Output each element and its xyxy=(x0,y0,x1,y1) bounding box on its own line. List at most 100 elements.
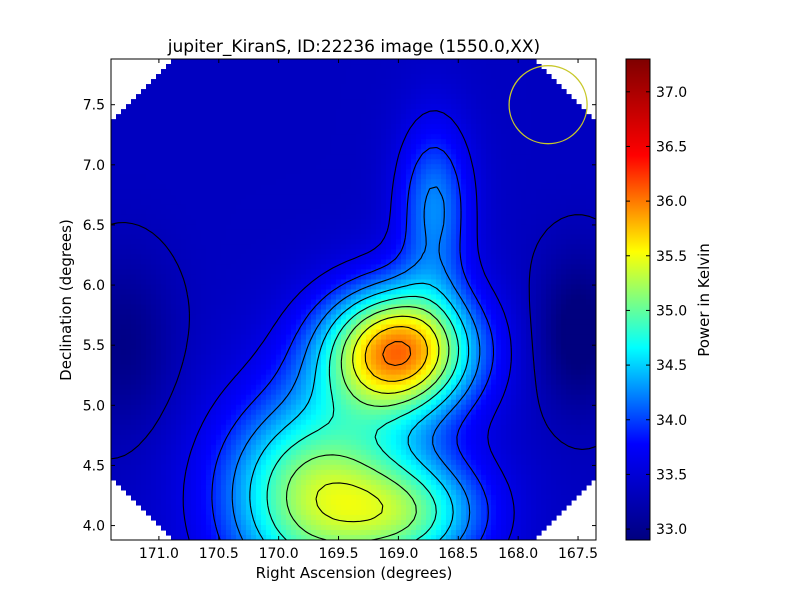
heatmap-cell xyxy=(311,234,317,240)
heatmap-cell xyxy=(171,214,177,220)
heatmap-cell xyxy=(291,199,297,205)
heatmap-cell xyxy=(351,314,357,321)
heatmap-cell xyxy=(196,239,202,245)
heatmap-cell xyxy=(201,304,207,311)
heatmap-cell xyxy=(566,254,572,261)
heatmap-cell xyxy=(481,304,487,311)
heatmap-cell xyxy=(561,184,567,190)
heatmap-cell xyxy=(366,289,372,296)
heatmap-cell xyxy=(286,229,292,235)
heatmap-cell xyxy=(451,89,457,95)
heatmap-cell xyxy=(276,244,282,250)
heatmap-cell xyxy=(361,79,367,85)
heatmap-cell xyxy=(226,174,232,180)
heatmap-cell xyxy=(286,309,292,316)
heatmap-cell xyxy=(271,59,277,65)
heatmap-cell xyxy=(231,319,237,326)
heatmap-cell xyxy=(216,229,222,235)
heatmap-cell xyxy=(141,214,147,220)
heatmap-cell xyxy=(526,299,532,306)
heatmap-cell xyxy=(286,84,292,90)
heatmap-cell xyxy=(261,179,267,185)
heatmap-cell xyxy=(551,279,557,286)
heatmap-cell xyxy=(346,79,352,85)
heatmap-cell xyxy=(121,259,127,266)
heatmap-cell xyxy=(366,234,372,240)
heatmap-cell xyxy=(516,124,522,130)
heatmap-cell xyxy=(466,234,472,240)
heatmap-cell xyxy=(161,284,167,291)
heatmap-cell xyxy=(291,159,297,165)
heatmap-cell xyxy=(571,279,577,286)
heatmap-cell xyxy=(266,299,272,306)
heatmap-cell xyxy=(421,189,427,195)
heatmap-cell xyxy=(116,224,122,230)
heatmap-cell xyxy=(446,144,452,150)
heatmap-cell xyxy=(566,259,572,266)
heatmap-cell xyxy=(316,74,322,80)
heatmap-cell xyxy=(281,294,287,301)
heatmap-cell xyxy=(156,239,162,245)
heatmap-cell xyxy=(351,59,357,65)
heatmap-cell xyxy=(441,139,447,145)
heatmap-cell xyxy=(471,114,477,120)
heatmap-cell xyxy=(486,259,492,266)
heatmap-cell xyxy=(336,319,342,326)
heatmap-cell xyxy=(356,249,362,256)
heatmap-cell xyxy=(411,219,417,225)
heatmap-cell xyxy=(156,249,162,256)
heatmap-cell xyxy=(346,244,352,250)
heatmap-cell xyxy=(241,129,247,135)
heatmap-cell xyxy=(466,129,472,135)
heatmap-cell xyxy=(236,119,242,125)
heatmap-cell xyxy=(406,194,412,200)
heatmap-cell xyxy=(446,244,452,250)
heatmap-cell xyxy=(201,69,207,75)
heatmap-cell xyxy=(591,219,596,225)
heatmap-cell xyxy=(271,94,277,100)
heatmap-cell xyxy=(581,129,587,135)
heatmap-cell xyxy=(576,104,582,110)
heatmap-cell xyxy=(516,74,522,80)
heatmap-cell xyxy=(201,214,207,220)
heatmap-cell xyxy=(296,299,302,306)
heatmap-cell xyxy=(136,114,142,120)
heatmap-cell xyxy=(396,249,402,256)
heatmap-cell xyxy=(546,299,552,306)
heatmap-cell xyxy=(276,304,282,311)
heatmap-cell xyxy=(191,64,197,70)
heatmap-cell xyxy=(176,99,182,105)
heatmap-cell xyxy=(206,304,212,311)
heatmap-cell xyxy=(551,199,557,205)
heatmap-cell xyxy=(156,219,162,225)
heatmap-cell xyxy=(211,159,217,165)
heatmap-cell xyxy=(271,204,277,210)
heatmap-cell xyxy=(391,259,397,266)
heatmap-cell xyxy=(321,169,327,175)
heatmap-cell xyxy=(326,289,332,296)
heatmap-cell xyxy=(521,154,527,160)
heatmap-cell xyxy=(281,79,287,85)
heatmap-cell xyxy=(366,179,372,185)
heatmap-cell xyxy=(456,209,462,215)
heatmap-cell xyxy=(346,289,352,296)
heatmap-cell xyxy=(546,234,552,240)
heatmap-cell xyxy=(396,289,402,296)
heatmap-cell xyxy=(556,119,562,125)
heatmap-cell xyxy=(186,244,192,250)
heatmap-cell xyxy=(531,194,537,200)
heatmap-cell xyxy=(116,219,122,225)
heatmap-cell xyxy=(221,279,227,286)
heatmap-cell xyxy=(351,284,357,291)
heatmap-cell xyxy=(446,229,452,235)
heatmap-cell xyxy=(526,69,532,75)
heatmap-cell xyxy=(331,99,337,105)
heatmap-cell xyxy=(176,169,182,175)
heatmap-cell xyxy=(541,234,547,240)
heatmap-cell xyxy=(251,234,257,240)
heatmap-cell xyxy=(286,249,292,256)
heatmap-cell xyxy=(496,279,502,286)
heatmap-cell xyxy=(256,189,262,195)
heatmap-cell xyxy=(501,64,507,70)
heatmap-cell xyxy=(456,189,462,195)
